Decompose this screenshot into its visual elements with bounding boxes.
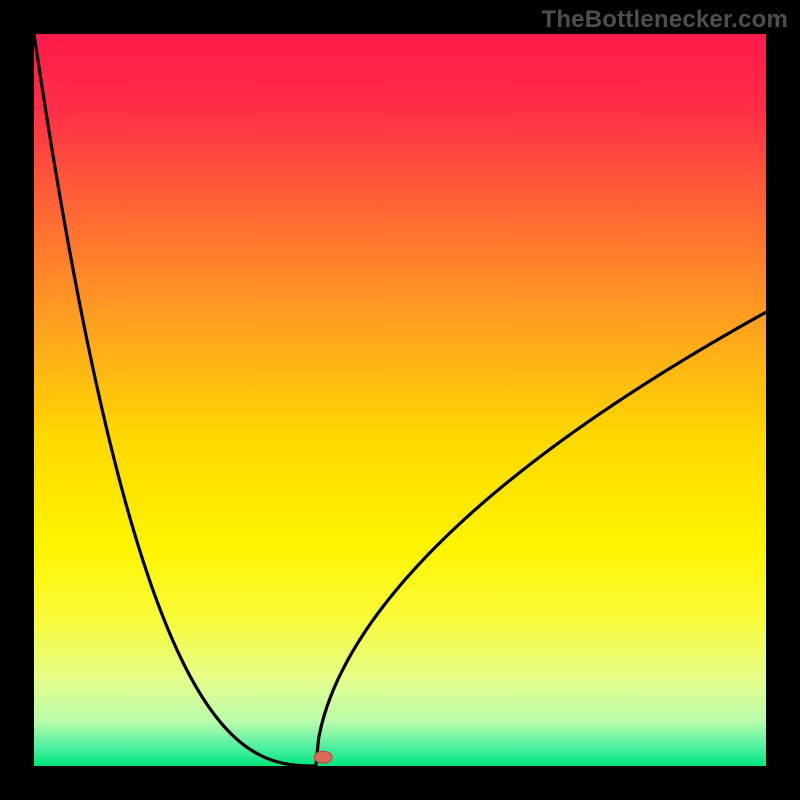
watermark-text: TheBottlenecker.com xyxy=(541,6,788,34)
gradient-background xyxy=(34,34,766,766)
chart-frame: TheBottlenecker.com xyxy=(0,0,800,800)
plot-svg xyxy=(34,34,766,766)
min-marker xyxy=(314,751,332,763)
plot-area xyxy=(34,34,766,766)
